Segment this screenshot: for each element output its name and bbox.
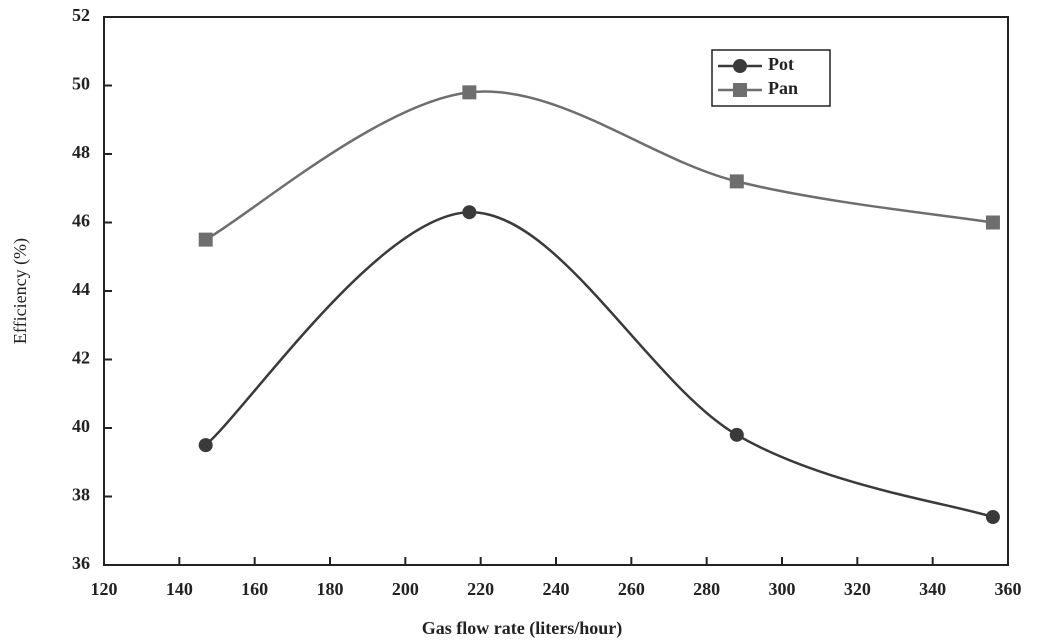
legend-label: Pot (768, 54, 794, 74)
y-tick-label: 44 (72, 279, 90, 299)
marker (199, 438, 213, 452)
y-axis-label: Efficiency (%) (10, 238, 31, 344)
y-tick-label: 46 (72, 211, 90, 231)
y-tick-label: 48 (72, 142, 90, 162)
x-axis-label: Gas flow rate (liters/hour) (422, 618, 622, 639)
chart: Gas flow rate (liters/hour) Efficiency (… (0, 0, 1048, 643)
legend-marker (733, 59, 747, 73)
y-tick-label: 42 (72, 348, 90, 368)
x-tick-label: 120 (91, 579, 118, 599)
legend-label: Pan (768, 78, 798, 98)
series-line (206, 92, 993, 240)
x-tick-label: 200 (392, 579, 419, 599)
marker (462, 205, 476, 219)
x-tick-label: 140 (166, 579, 193, 599)
marker (986, 216, 1000, 230)
marker (730, 428, 744, 442)
plot-frame (104, 17, 1008, 565)
x-tick-label: 260 (618, 579, 645, 599)
y-tick-label: 38 (72, 485, 90, 505)
marker (986, 510, 1000, 524)
x-tick-label: 300 (769, 579, 796, 599)
x-tick-label: 180 (317, 579, 344, 599)
y-tick-label: 50 (72, 74, 90, 94)
series-line (206, 212, 993, 517)
x-tick-label: 280 (693, 579, 720, 599)
x-tick-label: 220 (467, 579, 494, 599)
x-tick-label: 320 (844, 579, 871, 599)
marker (199, 233, 213, 247)
marker (462, 85, 476, 99)
x-tick-label: 240 (543, 579, 570, 599)
x-tick-label: 160 (241, 579, 268, 599)
x-tick-label: 360 (995, 579, 1022, 599)
x-tick-label: 340 (919, 579, 946, 599)
marker (730, 174, 744, 188)
y-tick-label: 52 (72, 5, 90, 25)
y-tick-label: 40 (72, 416, 90, 436)
y-tick-label: 36 (72, 553, 90, 573)
legend-marker (733, 83, 747, 97)
